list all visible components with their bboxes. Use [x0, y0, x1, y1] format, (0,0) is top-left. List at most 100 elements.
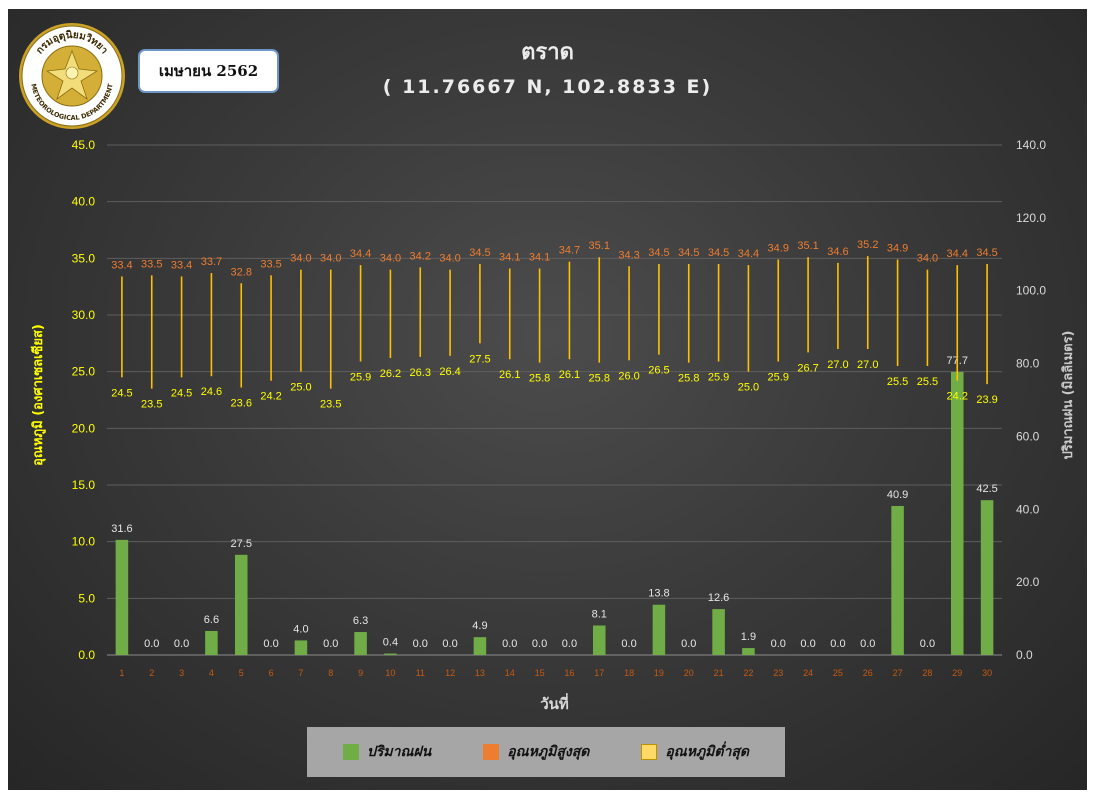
- y-right-axis-title: ปริมาณฝน (มิลลิเมตร): [1061, 330, 1076, 459]
- min-temp-label: 25.9: [768, 371, 789, 383]
- rain-data-label: 4.9: [472, 620, 487, 632]
- x-tick-label: 26: [863, 668, 873, 678]
- rain-data-label: 1.9: [741, 631, 756, 643]
- rain-bar: [234, 554, 248, 655]
- min-temp-label: 27.0: [857, 359, 878, 371]
- min-temp-label: 24.5: [171, 387, 192, 399]
- min-temp-label: 25.5: [887, 376, 908, 388]
- legend-label-rain: ปริมาณฝน: [366, 744, 432, 760]
- y-left-tick-label: 15.0: [72, 478, 96, 492]
- x-tick-label: 13: [475, 668, 485, 678]
- legend-item-rain: ปริมาณฝน: [342, 741, 432, 763]
- legend-label-min-temp: อุณหภูมิต่ำสุด: [665, 744, 749, 760]
- rain-bar: [115, 539, 129, 655]
- min-temp-label: 26.0: [618, 370, 639, 382]
- min-temp-label: 25.0: [290, 382, 311, 394]
- max-temp-label: 33.5: [260, 258, 281, 270]
- max-temp-label: 34.2: [410, 250, 431, 262]
- y-left-tick-label: 10.0: [72, 535, 96, 549]
- max-temp-label: 34.7: [559, 245, 580, 257]
- rain-bar: [891, 506, 904, 655]
- min-temp-label: 25.9: [350, 371, 371, 383]
- rain-bar: [473, 637, 487, 655]
- rain-data-label: 8.1: [592, 608, 607, 620]
- rain-data-label: 0.0: [502, 638, 517, 650]
- rain-data-label: 0.0: [323, 638, 338, 650]
- rain-data-label: 12.6: [708, 592, 729, 604]
- x-tick-label: 7: [298, 668, 303, 678]
- month-label-box: เมษายน 2562: [138, 49, 279, 93]
- x-tick-label: 12: [445, 668, 455, 678]
- x-tick-label: 27: [893, 668, 903, 678]
- max-temp-label: 34.5: [976, 247, 997, 259]
- x-tick-label: 9: [358, 668, 363, 678]
- x-tick-label: 29: [952, 668, 962, 678]
- max-temp-label: 34.9: [768, 242, 789, 254]
- chart-title: ตราด: [521, 40, 574, 65]
- rain-data-label: 0.0: [830, 638, 845, 650]
- min-temp-label: 25.8: [589, 373, 610, 385]
- rain-data-label: 13.8: [648, 588, 669, 600]
- rain-data-label: 0.0: [860, 638, 875, 650]
- min-temp-label: 24.6: [201, 386, 222, 398]
- x-tick-label: 10: [385, 668, 395, 678]
- y-left-tick-label: 5.0: [78, 591, 95, 605]
- chart-background: [8, 9, 1087, 790]
- min-temp-label: 27.5: [469, 353, 490, 365]
- x-tick-label: 16: [564, 668, 574, 678]
- min-temp-label: 26.3: [410, 367, 431, 379]
- x-tick-label: 4: [209, 668, 214, 678]
- min-temp-label: 25.8: [529, 373, 550, 385]
- x-tick-label: 19: [654, 668, 664, 678]
- rain-data-label: 0.0: [532, 638, 547, 650]
- min-temp-label: 24.2: [260, 391, 281, 403]
- x-tick-label: 23: [773, 668, 783, 678]
- x-tick-label: 28: [922, 668, 932, 678]
- legend-item-max-temp: อุณหภูมิสูงสุด: [483, 741, 589, 763]
- rain-bar: [950, 371, 964, 655]
- x-tick-label: 15: [535, 668, 545, 678]
- rain-bar: [294, 640, 308, 655]
- x-tick-label: 11: [416, 668, 425, 678]
- max-temp-label: 34.5: [469, 247, 490, 259]
- rain-data-label: 0.0: [771, 638, 786, 650]
- legend-item-min-temp: อุณหภูมิต่ำสุด: [641, 741, 749, 763]
- x-tick-label: 20: [684, 668, 694, 678]
- min-temp-label: 25.8: [678, 373, 699, 385]
- x-tick-label: 24: [803, 668, 813, 678]
- min-temp-label: 26.1: [499, 369, 520, 381]
- legend-swatch-max-temp: [483, 744, 500, 760]
- max-temp-label: 35.1: [589, 240, 610, 252]
- max-temp-label: 34.5: [708, 247, 729, 259]
- chart-legend: ปริมาณฝน อุณหภูมิสูงสุด อุณหภูมิต่ำสุด: [307, 727, 785, 777]
- max-temp-label: 34.5: [678, 247, 699, 259]
- rain-bar: [980, 500, 994, 655]
- chart-plot: 0.05.010.015.020.025.030.035.040.045.00.…: [30, 138, 1076, 713]
- min-temp-label: 25.5: [917, 376, 938, 388]
- min-temp-label: 23.9: [976, 394, 997, 406]
- rain-bar: [384, 653, 397, 655]
- legend-swatch-min-temp: [641, 744, 658, 760]
- y-left-tick-label: 45.0: [72, 138, 96, 152]
- max-temp-label: 34.3: [618, 249, 639, 261]
- rain-data-label: 6.3: [353, 615, 368, 627]
- y-left-tick-label: 25.0: [72, 365, 96, 379]
- rain-data-label: 40.9: [887, 489, 908, 501]
- x-tick-label: 18: [624, 668, 634, 678]
- rain-bar: [742, 648, 755, 655]
- rain-data-label: 6.6: [204, 614, 219, 626]
- x-tick-label: 17: [594, 668, 604, 678]
- y-right-tick-label: 140.0: [1016, 138, 1046, 152]
- max-temp-label: 34.6: [827, 246, 848, 258]
- max-temp-label: 35.1: [797, 240, 818, 252]
- max-temp-label: 33.7: [201, 256, 222, 268]
- y-right-tick-label: 100.0: [1016, 284, 1046, 298]
- y-left-tick-label: 20.0: [72, 421, 96, 435]
- rain-bar: [354, 632, 367, 655]
- min-temp-label: 24.2: [947, 391, 968, 403]
- max-temp-label: 34.1: [499, 252, 520, 264]
- max-temp-label: 33.4: [111, 259, 132, 271]
- rain-bar: [592, 625, 606, 655]
- rain-data-label: 0.0: [144, 638, 159, 650]
- y-right-tick-label: 0.0: [1016, 648, 1033, 662]
